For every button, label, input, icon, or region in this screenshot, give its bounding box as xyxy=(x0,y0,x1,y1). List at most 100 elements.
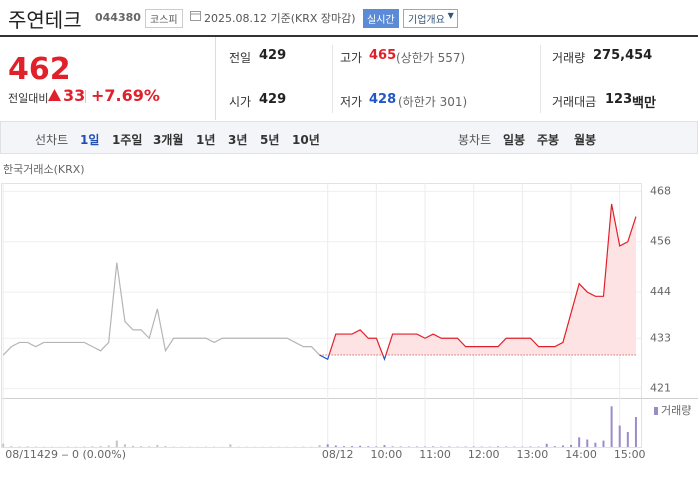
volume-bar xyxy=(578,437,581,447)
stat-label: 고가 xyxy=(340,51,363,65)
candle-period-button[interactable]: 주봉 xyxy=(537,133,560,147)
toolbar xyxy=(0,121,698,154)
stat-value: 465 xyxy=(369,48,397,63)
volume-bar xyxy=(26,446,29,447)
period-button[interactable]: 5년 xyxy=(260,133,280,147)
stat-note: (하한가 301) xyxy=(398,95,468,109)
volume-bar xyxy=(529,446,532,447)
period-button[interactable]: 10년 xyxy=(292,133,320,147)
stat-value: 428 xyxy=(369,92,397,107)
legend-label: 거래량 xyxy=(661,404,691,417)
volume-bar xyxy=(383,445,386,447)
hover-info: 429 ‒ 0 (0.00%) xyxy=(37,448,126,461)
line-chart-label: 선차트 xyxy=(35,133,69,147)
calendar-icon xyxy=(190,11,201,21)
top-border xyxy=(0,35,698,37)
realtime-button[interactable]: 실시간 xyxy=(363,9,399,28)
volume-bar xyxy=(553,446,556,447)
separator xyxy=(85,90,86,103)
volume-bar xyxy=(432,446,435,447)
source-label: 한국거래소(KRX) xyxy=(3,163,85,176)
change-pct: +7.69% xyxy=(91,86,160,105)
x-tick-label: 12:00 xyxy=(468,448,500,461)
volume-bar xyxy=(570,444,573,447)
candle-chart-label: 봉차트 xyxy=(458,133,492,147)
period-button[interactable]: 1년 xyxy=(196,133,216,147)
stat-label: 저가 xyxy=(340,95,363,109)
volume-bar xyxy=(351,446,354,447)
volume-bar xyxy=(448,446,451,447)
volume-bar xyxy=(472,446,475,447)
x-tick-label: 13:00 xyxy=(517,448,549,461)
volume-bar xyxy=(148,446,151,447)
stat-label: 시가 xyxy=(229,95,252,109)
separator xyxy=(332,45,333,113)
y-tick-label: 444 xyxy=(650,285,671,298)
stat-value: 123 xyxy=(605,92,633,107)
y-tick-label: 456 xyxy=(650,235,671,248)
base-date: 2025.08.12 기준(KRX 장마감) xyxy=(204,12,356,25)
market-badge: 코스피 xyxy=(145,9,183,28)
volume-bar xyxy=(342,446,345,447)
stat-value: 429 xyxy=(259,92,287,107)
volume-bar xyxy=(594,442,597,447)
volume-bar xyxy=(18,446,21,447)
volume-bar xyxy=(140,446,143,447)
volume-bar xyxy=(626,432,629,447)
volume-bar xyxy=(123,444,126,447)
volume-bar xyxy=(107,445,110,447)
volume-bar xyxy=(391,446,394,447)
volume-bar xyxy=(505,446,508,447)
volume-bar xyxy=(367,446,370,447)
separator xyxy=(540,45,541,113)
volume-bar xyxy=(318,445,321,447)
volume-bar xyxy=(2,443,5,447)
volume-bar xyxy=(115,440,118,447)
company-info-button[interactable]: 기업개요 ▼ xyxy=(403,9,458,28)
price-box xyxy=(0,37,216,120)
volume-bar xyxy=(83,446,86,447)
volume-bar xyxy=(586,439,589,447)
volume-bar xyxy=(359,445,362,447)
volume-bar xyxy=(610,406,613,447)
volume-bar xyxy=(132,445,135,447)
y-tick-label: 433 xyxy=(650,331,671,344)
y-tick-label: 421 xyxy=(650,382,671,395)
plot-frame xyxy=(1,183,642,448)
stat-value: 429 xyxy=(259,48,287,63)
volume-bar xyxy=(602,440,605,447)
volume-bar xyxy=(156,444,159,447)
price-line xyxy=(319,203,637,356)
volume-bar xyxy=(497,446,500,447)
volume-bar xyxy=(561,445,564,447)
x-tick-label: 08/12 xyxy=(322,448,354,461)
volume-bar xyxy=(545,443,548,447)
dropdown-arrow: ▼ xyxy=(447,11,454,20)
candle-period-button[interactable]: 일봉 xyxy=(503,133,526,147)
volume-bar xyxy=(229,444,232,447)
stock-code: 044380 xyxy=(95,11,141,24)
change-value: 33 xyxy=(63,86,86,105)
volume-bar xyxy=(399,446,402,447)
stat-unit: 백만 xyxy=(632,96,656,111)
x-tick-label: 10:00 xyxy=(371,448,403,461)
x-tick-label: 14:00 xyxy=(565,448,597,461)
volume-bar xyxy=(99,446,102,447)
period-button[interactable]: 1일 xyxy=(80,133,100,147)
candle-period-button[interactable]: 월봉 xyxy=(574,133,597,147)
period-button[interactable]: 1주일 xyxy=(112,133,143,147)
volume-bar xyxy=(415,446,418,447)
volume-bar xyxy=(634,417,637,447)
stat-note: (상한가 557) xyxy=(396,51,466,65)
x-tick-label: 11:00 xyxy=(419,448,451,461)
price-line xyxy=(2,262,321,356)
period-button[interactable]: 3개월 xyxy=(153,133,184,147)
period-button[interactable]: 3년 xyxy=(228,133,248,147)
stat-label: 거래량 xyxy=(552,51,586,65)
volume-bar xyxy=(164,446,167,447)
x-tick-label: 15:00 xyxy=(614,448,646,461)
stat-value: 275,454 xyxy=(593,48,653,63)
stat-label: 거래대금 xyxy=(552,95,597,109)
up-triangle xyxy=(48,89,61,101)
